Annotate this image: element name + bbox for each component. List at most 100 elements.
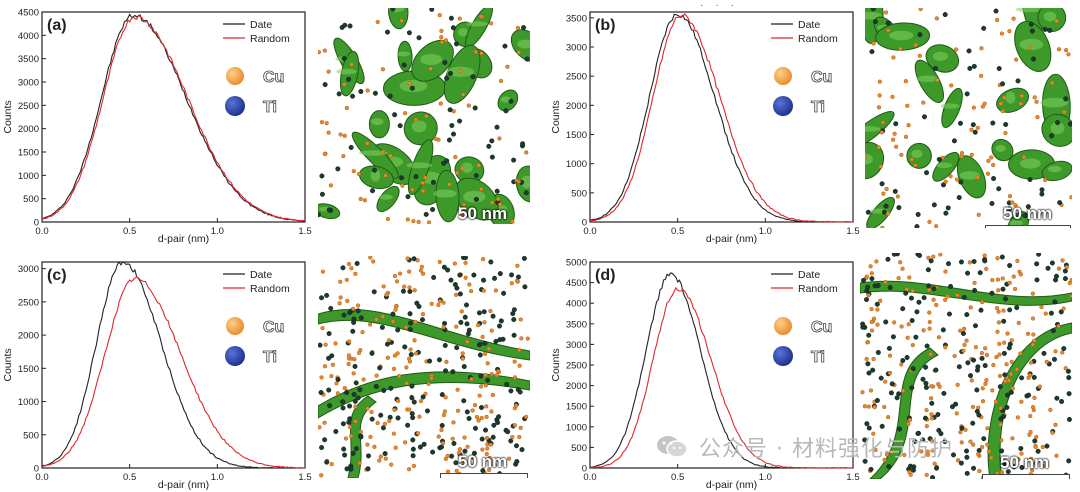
cu-atom — [899, 324, 904, 329]
cu-atom — [999, 31, 1005, 36]
cu-atom — [954, 411, 959, 416]
cu-atom — [410, 187, 415, 192]
cu-atom — [1056, 47, 1062, 52]
cu-atom — [996, 309, 1001, 314]
ti-marker-icon — [773, 346, 793, 366]
ti-atom — [1014, 305, 1020, 311]
ti-atom — [347, 23, 353, 29]
ti-atom — [866, 332, 872, 338]
ti-atom — [1057, 200, 1063, 206]
ti-atom — [341, 446, 347, 452]
panel-label: (c) — [47, 267, 67, 284]
cu-marker-icon — [774, 317, 792, 335]
cu-atom — [955, 293, 960, 298]
cu-atom — [1019, 93, 1025, 99]
plot-frame — [41, 261, 306, 469]
ti-atom — [1047, 27, 1053, 33]
ti-atom — [990, 120, 996, 126]
cu-atom — [998, 422, 1003, 427]
cu-atom — [873, 447, 878, 453]
cu-atom — [998, 101, 1003, 106]
ti-atom — [358, 88, 364, 94]
ti-marker-icon — [773, 96, 793, 116]
ti-atom — [424, 408, 430, 414]
cu-atom — [518, 425, 523, 430]
ti-atom — [989, 200, 995, 206]
ti-atom — [450, 25, 456, 31]
cu-atom — [461, 92, 466, 97]
ti-atom — [340, 421, 346, 427]
legend-label-date: Date — [250, 19, 272, 31]
cu-atom — [1016, 457, 1021, 462]
cu-atom — [1030, 468, 1035, 473]
cu-atom — [411, 463, 417, 469]
ti-atom — [355, 308, 361, 314]
cu-atom — [358, 429, 363, 434]
ti-atom — [511, 317, 517, 323]
y-tick-label: 3000 — [18, 78, 39, 89]
ti-atom — [951, 138, 957, 144]
ti-atom — [335, 376, 341, 382]
cu-atom — [322, 151, 327, 157]
ti-atom — [494, 124, 500, 130]
cu-atom — [869, 328, 875, 333]
isosurface-highlight — [1005, 91, 1016, 104]
x-tick-label: 1.5 — [298, 226, 311, 237]
ti-atom — [1008, 389, 1014, 395]
cu-atom — [1030, 316, 1036, 321]
ti-atom — [451, 440, 457, 446]
cu-atom — [910, 288, 915, 294]
y-tick-label: 2500 — [18, 101, 39, 112]
ti-atom — [358, 434, 364, 440]
y-tick-label: 3000 — [18, 264, 39, 275]
cu-atom — [407, 359, 413, 364]
ti-atom — [910, 366, 916, 372]
y-tick-label: 5000 — [566, 258, 587, 269]
cu-atom — [991, 362, 996, 368]
ti-atom — [921, 114, 927, 120]
ti-atom — [348, 144, 354, 150]
cu-atom — [492, 463, 497, 468]
ti-atom — [909, 318, 915, 324]
ti-atom — [352, 398, 358, 404]
x-tick-label: 1.0 — [211, 226, 224, 237]
cu-atom — [998, 405, 1003, 411]
cu-atom — [368, 256, 373, 260]
ti-atom — [965, 360, 971, 366]
cu-atom — [1056, 323, 1061, 329]
ti-atom — [454, 345, 460, 351]
ti-atom — [400, 288, 406, 294]
cu-atom — [480, 447, 485, 452]
ti-atom — [968, 373, 974, 379]
cu-atom — [358, 196, 363, 202]
cu-atom — [391, 431, 396, 436]
cu-atom — [1040, 444, 1045, 450]
cu-atom — [1002, 95, 1007, 100]
ti-atom — [370, 188, 376, 194]
cu-atom — [890, 94, 895, 99]
ti-atom — [322, 82, 328, 88]
cu-atom — [990, 388, 995, 393]
ti-atom — [414, 300, 420, 306]
legend-label-date: Date — [798, 269, 820, 281]
ti-atom — [887, 284, 893, 290]
cu-atom — [975, 125, 980, 130]
cu-atom — [510, 219, 515, 224]
ti-atom — [319, 445, 325, 451]
cu-atom — [910, 342, 915, 348]
chart-panel-d: 0 500 1000 1500 2000 2500 3000 3500 4000 4500 5000… — [550, 258, 860, 492]
cu-atom — [961, 348, 966, 353]
ti-atom — [1003, 296, 1009, 302]
cu-atom — [455, 387, 460, 392]
ti-atom — [406, 30, 412, 36]
cu-atom — [1054, 453, 1059, 458]
cu-atom — [418, 399, 424, 404]
ti-atom — [348, 466, 354, 472]
y-tick-label: 500 — [571, 443, 587, 454]
cu-atom — [486, 467, 492, 473]
cu-atom — [913, 42, 918, 48]
cu-atom — [459, 309, 464, 314]
ti-atom — [405, 194, 411, 200]
isosurface-highlight — [940, 103, 960, 109]
y-tick-label: 500 — [23, 430, 39, 441]
